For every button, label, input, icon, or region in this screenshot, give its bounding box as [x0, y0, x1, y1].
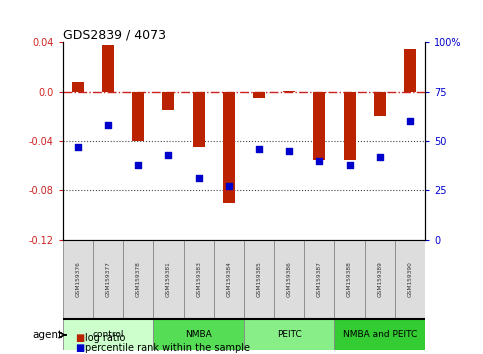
- Bar: [132, 92, 144, 141]
- Text: GSM159390: GSM159390: [408, 262, 412, 297]
- Bar: [244, 240, 274, 319]
- Text: GSM159378: GSM159378: [136, 262, 141, 297]
- Bar: [123, 240, 154, 319]
- Text: GSM159389: GSM159389: [377, 262, 382, 297]
- Bar: [93, 240, 123, 319]
- Text: log ratio: log ratio: [85, 333, 125, 343]
- Point: [315, 158, 323, 164]
- Bar: [253, 92, 265, 98]
- Bar: [304, 240, 334, 319]
- Text: GSM159387: GSM159387: [317, 262, 322, 297]
- Text: GSM159384: GSM159384: [227, 262, 231, 297]
- Bar: [223, 92, 235, 202]
- Point: [346, 162, 354, 167]
- Bar: [63, 240, 93, 319]
- Point: [165, 152, 172, 158]
- Bar: [154, 240, 184, 319]
- Point: [225, 183, 233, 189]
- Text: GSM159376: GSM159376: [75, 262, 80, 297]
- Point: [376, 154, 384, 160]
- Text: GSM159385: GSM159385: [256, 262, 261, 297]
- Bar: [343, 92, 355, 160]
- Text: GDS2839 / 4073: GDS2839 / 4073: [63, 28, 166, 41]
- Text: NMBA and PEITC: NMBA and PEITC: [342, 330, 417, 339]
- Bar: [162, 92, 174, 110]
- Point: [104, 122, 112, 128]
- Text: NMBA: NMBA: [185, 330, 212, 339]
- Text: percentile rank within the sample: percentile rank within the sample: [85, 343, 250, 353]
- Point: [195, 176, 202, 181]
- Point: [285, 148, 293, 154]
- Bar: [154, 319, 244, 350]
- Bar: [184, 240, 213, 319]
- Text: GSM159383: GSM159383: [196, 262, 201, 297]
- Bar: [193, 92, 205, 147]
- Text: GSM159388: GSM159388: [347, 262, 352, 297]
- Point: [134, 162, 142, 167]
- Bar: [334, 240, 365, 319]
- Text: ■: ■: [75, 333, 84, 343]
- Point: [74, 144, 82, 150]
- Bar: [244, 319, 334, 350]
- Bar: [313, 92, 326, 160]
- Bar: [72, 82, 84, 92]
- Bar: [395, 240, 425, 319]
- Bar: [274, 240, 304, 319]
- Bar: [404, 48, 416, 92]
- Point: [406, 119, 414, 124]
- Text: GSM159381: GSM159381: [166, 262, 171, 297]
- Text: ■: ■: [75, 343, 84, 353]
- Text: PEITC: PEITC: [277, 330, 301, 339]
- Bar: [63, 319, 154, 350]
- Bar: [374, 92, 386, 116]
- Bar: [283, 91, 295, 92]
- Bar: [365, 240, 395, 319]
- Text: GSM159377: GSM159377: [106, 262, 111, 297]
- Text: agent: agent: [33, 330, 63, 340]
- Point: [255, 146, 263, 152]
- Bar: [213, 240, 244, 319]
- Bar: [102, 45, 114, 92]
- Text: GSM159386: GSM159386: [287, 262, 292, 297]
- Bar: [334, 319, 425, 350]
- Text: control: control: [92, 330, 124, 339]
